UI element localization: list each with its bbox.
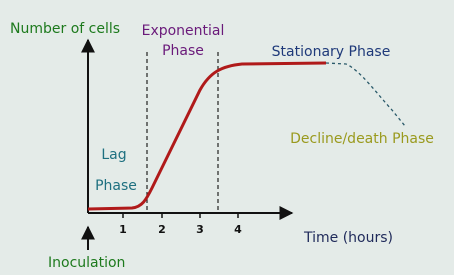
phase-label: Decline/death Phase [290, 131, 434, 147]
x-tick-label: 2 [158, 223, 166, 236]
x-tick-label: 1 [119, 223, 127, 236]
phase-label: Stationary Phase [272, 44, 391, 60]
y-axis-label: Number of cells [10, 21, 120, 37]
phase-label: Phase [95, 178, 137, 194]
phase-label: Lag [101, 147, 126, 163]
origin-label: Inoculation [48, 255, 125, 271]
phase-label: Phase [162, 43, 204, 59]
phase-label: Exponential [142, 23, 225, 39]
decline-curve [325, 62, 406, 127]
x-axis-label: Time (hours) [303, 230, 393, 246]
x-tick-label: 4 [234, 223, 242, 236]
growth-curve [87, 61, 327, 211]
x-tick-label: 3 [196, 223, 204, 236]
